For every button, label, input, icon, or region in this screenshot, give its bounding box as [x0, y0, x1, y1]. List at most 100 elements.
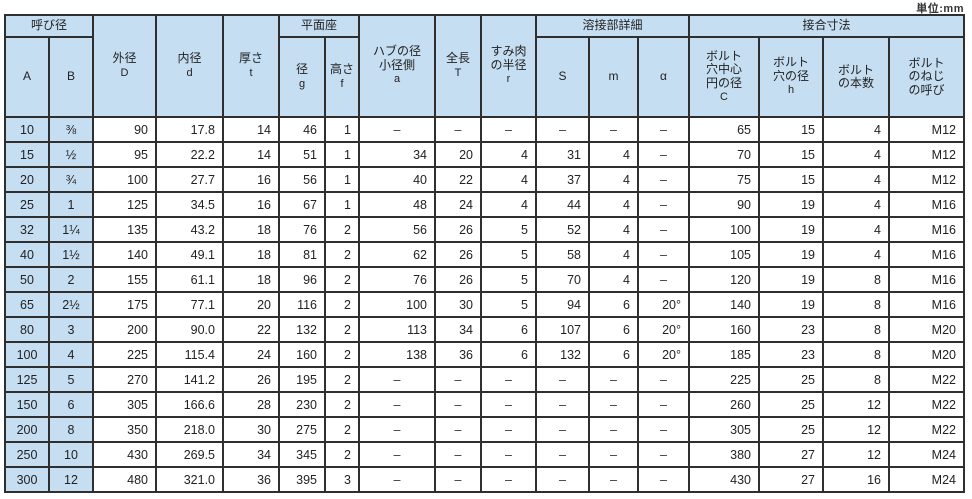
cell-weld-alpha: –: [637, 191, 690, 218]
cell-bolt-thread: M20: [888, 316, 965, 343]
cell-nominal-b: 12: [48, 466, 94, 493]
cell-total-length: –: [434, 391, 482, 418]
cell-bolt-hole: 27: [758, 466, 824, 493]
cell-weld-m: –: [588, 466, 639, 493]
cell-weld-m: 6: [588, 291, 639, 318]
cell-outer-diameter: 305: [92, 391, 157, 418]
cell-seat-height: 2: [324, 291, 360, 318]
cell-seat-diameter: 81: [278, 241, 326, 268]
cell-outer-diameter: 100: [92, 166, 157, 193]
cell-bolt-count: 12: [822, 391, 890, 418]
cell-outer-diameter: 95: [92, 141, 157, 168]
cell-nominal-a: 125: [4, 366, 50, 393]
cell-weld-s: 58: [535, 241, 590, 268]
cell-seat-height: 2: [324, 241, 360, 268]
cell-outer-diameter: 350: [92, 416, 157, 443]
cell-fillet-radius: 5: [480, 216, 537, 243]
cell-bolt-thread: M16: [888, 241, 965, 268]
cell-thickness: 14: [222, 116, 280, 143]
cell-weld-m: 4: [588, 191, 639, 218]
cell-nominal-b: 10: [48, 441, 94, 468]
table-row: 25 1 125 34.5 16 67 1 48 24 4 44 4–90 19 4 M16: [4, 191, 965, 218]
cell-fillet-radius: 6: [480, 341, 537, 368]
cell-bolt-circle: 65: [688, 116, 760, 143]
cell-nominal-b: ½: [48, 141, 94, 168]
cell-total-length: –: [434, 441, 482, 468]
cell-bolt-thread: M22: [888, 366, 965, 393]
cell-weld-alpha: –: [637, 366, 690, 393]
cell-bolt-count: 16: [822, 466, 890, 493]
cell-nominal-a: 65: [4, 291, 50, 318]
cell-seat-diameter: 51: [278, 141, 326, 168]
cell-nominal-b: 3: [48, 316, 94, 343]
table-row: 250 10 430 269.5 34 345 2– – – – – –380 27 12 M24: [4, 441, 965, 468]
cell-seat-height: 1: [324, 166, 360, 193]
cell-bolt-count: 4: [822, 166, 890, 193]
cell-outer-diameter: 430: [92, 441, 157, 468]
cell-weld-s: 44: [535, 191, 590, 218]
cell-nominal-a: 100: [4, 341, 50, 368]
table-row: 20 ¾ 100 27.7 16 56 1 40 22 4 37 4–75 15 4 M12: [4, 166, 965, 193]
cell-inner-diameter: 49.1: [155, 241, 224, 268]
cell-seat-height: 1: [324, 191, 360, 218]
cell-inner-diameter: 90.0: [155, 316, 224, 343]
cell-thickness: 18: [222, 241, 280, 268]
cell-seat-height: 1: [324, 116, 360, 143]
cell-weld-m: –: [588, 416, 639, 443]
cell-hub-diameter: 113: [358, 316, 436, 343]
cell-bolt-thread: M12: [888, 141, 965, 168]
cell-nominal-b: ⅜: [48, 116, 94, 143]
cell-total-length: 20: [434, 141, 482, 168]
cell-bolt-thread: M16: [888, 216, 965, 243]
cell-fillet-radius: –: [480, 416, 537, 443]
cell-bolt-hole: 23: [758, 341, 824, 368]
cell-hub-diameter: 48: [358, 191, 436, 218]
col-header-S: S: [535, 36, 590, 118]
cell-bolt-thread: M12: [888, 116, 965, 143]
col-header-bolt-thread: ボルト のねじ の呼び: [888, 36, 965, 118]
cell-bolt-circle: 140: [688, 291, 760, 318]
cell-bolt-hole: 25: [758, 416, 824, 443]
cell-inner-diameter: 218.0: [155, 416, 224, 443]
cell-weld-s: 31: [535, 141, 590, 168]
cell-seat-height: 2: [324, 416, 360, 443]
cell-nominal-b: 8: [48, 416, 94, 443]
cell-outer-diameter: 135: [92, 216, 157, 243]
cell-thickness: 22: [222, 316, 280, 343]
col-group-joint-dimensions: 接合寸法: [688, 14, 965, 38]
cell-bolt-thread: M20: [888, 341, 965, 368]
cell-weld-m: –: [588, 116, 639, 143]
cell-outer-diameter: 175: [92, 291, 157, 318]
cell-inner-diameter: 77.1: [155, 291, 224, 318]
cell-bolt-count: 12: [822, 441, 890, 468]
cell-hub-diameter: –: [358, 416, 436, 443]
cell-total-length: 24: [434, 191, 482, 218]
cell-seat-diameter: 160: [278, 341, 326, 368]
table-row: 32 1¼ 135 43.2 18 76 2 56 26 5 52 4–100 19 4 M16: [4, 216, 965, 243]
cell-hub-diameter: 56: [358, 216, 436, 243]
cell-bolt-hole: 15: [758, 141, 824, 168]
cell-weld-m: 4: [588, 216, 639, 243]
table-row: 50 2 155 61.1 18 96 2 76 26 5 70 4–120 19 8 M16: [4, 266, 965, 293]
cell-inner-diameter: 269.5: [155, 441, 224, 468]
cell-bolt-hole: 27: [758, 441, 824, 468]
col-header-bolt-hole-h: ボルト 穴の径 h: [758, 36, 824, 118]
cell-seat-diameter: 132: [278, 316, 326, 343]
cell-bolt-circle: 185: [688, 341, 760, 368]
cell-bolt-hole: 19: [758, 291, 824, 318]
cell-hub-diameter: 34: [358, 141, 436, 168]
cell-weld-s: –: [535, 466, 590, 493]
cell-inner-diameter: 166.6: [155, 391, 224, 418]
cell-weld-m: –: [588, 391, 639, 418]
cell-seat-height: 3: [324, 466, 360, 493]
cell-bolt-count: 12: [822, 416, 890, 443]
cell-total-length: –: [434, 416, 482, 443]
cell-bolt-thread: M22: [888, 391, 965, 418]
cell-fillet-radius: 4: [480, 166, 537, 193]
cell-thickness: 36: [222, 466, 280, 493]
cell-nominal-b: ¾: [48, 166, 94, 193]
cell-weld-alpha: –: [637, 116, 690, 143]
cell-bolt-circle: 90: [688, 191, 760, 218]
cell-hub-diameter: –: [358, 116, 436, 143]
